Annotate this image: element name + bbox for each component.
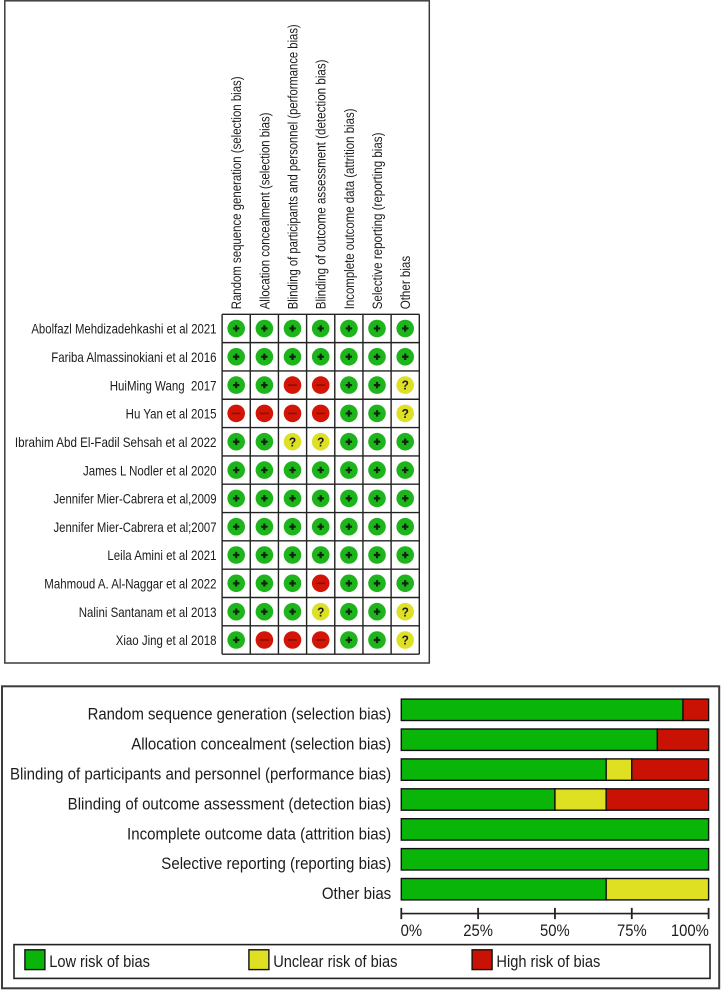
- svg-text:Selective reporting (reporting: Selective reporting (reporting bias): [369, 133, 385, 310]
- svg-text:Incomplete outcome data (attri: Incomplete outcome data (attrition bias): [341, 109, 357, 310]
- svg-text:0%: 0%: [401, 922, 422, 940]
- svg-text:Abolfazl Mehdizadehkashi et al: Abolfazl Mehdizadehkashi et al 2021: [31, 321, 216, 337]
- svg-text:Jennifer Mier-Cabrera et al;20: Jennifer Mier-Cabrera et al;2007: [54, 519, 217, 535]
- svg-text:Mahmoud A. Al-Naggar et al 202: Mahmoud A. Al-Naggar et al 2022: [44, 575, 216, 591]
- svg-text:Unclear risk of bias: Unclear risk of bias: [273, 953, 397, 971]
- svg-text:Other bias: Other bias: [397, 256, 413, 309]
- svg-text:50%: 50%: [540, 922, 570, 940]
- svg-text:?: ?: [402, 378, 409, 392]
- svg-text:Xiao Jing et al 2018: Xiao Jing et al 2018: [116, 632, 217, 648]
- svg-text:Other bias: Other bias: [322, 884, 391, 903]
- svg-text:Leila Amini et al 2021: Leila Amini et al 2021: [107, 547, 216, 563]
- svg-text:75%: 75%: [617, 922, 647, 940]
- svg-text:Nalini Santanam et al 2013: Nalini Santanam et al 2013: [79, 604, 217, 620]
- svg-text:Random sequence generation (se: Random sequence generation (selection bi…: [88, 706, 392, 724]
- svg-text:?: ?: [402, 407, 409, 421]
- svg-text:HuiMing Wang 2017: HuiMing Wang 2017: [110, 377, 217, 393]
- svg-text:Ibrahim Abd El-Fadil Sehsah et: Ibrahim Abd El-Fadil Sehsah et al 2022: [15, 434, 217, 450]
- svg-text:?: ?: [402, 605, 409, 619]
- svg-text:Selective reporting (reporting: Selective reporting (reporting bias): [161, 854, 391, 873]
- svg-text:Jennifer Mier-Cabrera et al,20: Jennifer Mier-Cabrera et al,2009: [54, 490, 217, 506]
- svg-text:25%: 25%: [463, 922, 493, 940]
- svg-text:Random sequence generation (se: Random sequence generation (selection bi…: [228, 76, 244, 309]
- svg-text:High risk of bias: High risk of bias: [496, 953, 600, 971]
- svg-text:Blinding of participants and p: Blinding of participants and personnel (…: [10, 765, 391, 784]
- svg-text:Hu Yan et al 2015: Hu Yan et al 2015: [126, 405, 217, 421]
- svg-text:?: ?: [317, 435, 324, 449]
- svg-text:Blinding of outcome assessment: Blinding of outcome assessment (detectio…: [68, 795, 392, 814]
- svg-text:Incomplete outcome data (attri: Incomplete outcome data (attrition bias): [127, 824, 391, 843]
- svg-text:Blinding of participants and p: Blinding of participants and personnel (…: [285, 24, 300, 309]
- svg-text:?: ?: [317, 605, 324, 619]
- svg-text:Blinding of outcome assessment: Blinding of outcome assessment (detectio…: [313, 59, 329, 309]
- svg-text:Allocation concealment (select: Allocation concealment (selection bias): [256, 113, 272, 310]
- svg-text:?: ?: [289, 435, 296, 449]
- svg-text:Allocation concealment (select: Allocation concealment (selection bias): [131, 735, 391, 754]
- svg-text:Low risk of bias: Low risk of bias: [49, 953, 150, 971]
- svg-text:100%: 100%: [671, 922, 709, 940]
- svg-text:Fariba Almassinokiani et al 20: Fariba Almassinokiani et al 2016: [51, 349, 216, 365]
- svg-text:?: ?: [402, 633, 409, 647]
- svg-text:James L Nodler et al 2020: James L Nodler et al 2020: [83, 462, 217, 478]
